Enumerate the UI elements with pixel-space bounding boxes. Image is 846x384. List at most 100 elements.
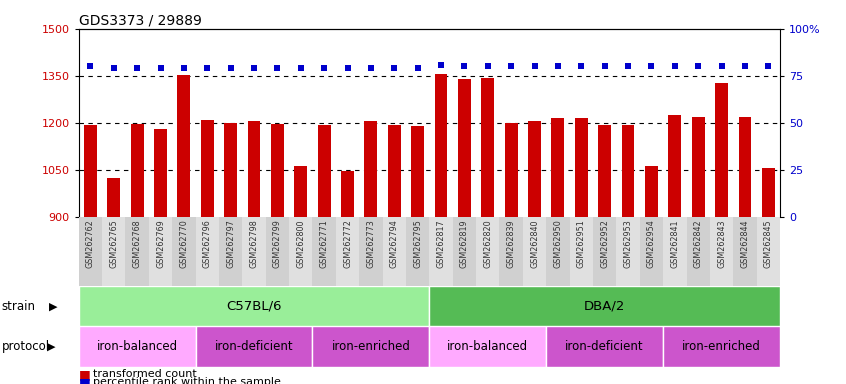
Text: ■: ■	[79, 376, 91, 384]
Bar	[640, 217, 663, 286]
Point	[645, 63, 658, 70]
Bar	[645, 166, 658, 217]
Bar	[429, 217, 453, 286]
Bar	[593, 217, 617, 286]
Point	[341, 65, 354, 71]
Bar	[125, 217, 149, 286]
Text: transformed count: transformed count	[93, 369, 197, 379]
Text: GSM262773: GSM262773	[366, 219, 376, 268]
Bar	[710, 217, 733, 286]
Bar	[435, 74, 448, 217]
Text: GSM262819: GSM262819	[460, 219, 469, 268]
Bar	[387, 126, 401, 217]
Bar	[523, 217, 547, 286]
Bar	[266, 217, 289, 286]
Text: GSM262845: GSM262845	[764, 219, 773, 268]
Text: GSM262770: GSM262770	[179, 219, 189, 268]
Text: ▶: ▶	[47, 341, 55, 352]
Bar	[622, 126, 634, 217]
Text: GSM262796: GSM262796	[203, 219, 212, 268]
Bar	[481, 78, 494, 217]
Bar	[242, 217, 266, 286]
Bar	[178, 75, 190, 217]
Text: GSM262765: GSM262765	[109, 219, 118, 268]
Text: GSM262772: GSM262772	[343, 219, 352, 268]
Bar	[102, 217, 125, 286]
Bar	[528, 121, 541, 217]
Text: GSM262839: GSM262839	[507, 219, 516, 268]
Text: GSM262768: GSM262768	[133, 219, 141, 268]
Text: GSM262951: GSM262951	[577, 219, 585, 268]
Point	[84, 63, 97, 70]
Text: GSM262820: GSM262820	[483, 219, 492, 268]
Bar	[663, 326, 780, 367]
Text: GSM262953: GSM262953	[624, 219, 633, 268]
Text: C57BL/6: C57BL/6	[226, 300, 282, 313]
Bar	[312, 217, 336, 286]
Bar	[130, 124, 144, 217]
Point	[621, 63, 634, 70]
Bar	[663, 217, 686, 286]
Text: strain: strain	[2, 300, 36, 313]
Bar	[505, 123, 518, 217]
Point	[201, 65, 214, 71]
Bar	[575, 118, 588, 217]
Bar	[79, 326, 195, 367]
Text: iron-enriched: iron-enriched	[682, 340, 761, 353]
Text: protocol: protocol	[2, 340, 50, 353]
Bar	[360, 217, 382, 286]
Text: iron-deficient: iron-deficient	[565, 340, 644, 353]
Point	[364, 65, 377, 71]
Point	[130, 65, 144, 71]
Point	[107, 65, 120, 71]
Bar	[547, 217, 569, 286]
Bar	[547, 326, 663, 367]
Point	[761, 63, 775, 70]
Text: GSM262800: GSM262800	[296, 219, 305, 268]
Bar	[733, 217, 756, 286]
Bar	[382, 217, 406, 286]
Point	[271, 65, 284, 71]
Point	[177, 65, 190, 71]
Text: GSM262843: GSM262843	[717, 219, 726, 268]
Bar	[411, 126, 424, 217]
Point	[387, 65, 401, 71]
Point	[574, 63, 588, 70]
Bar	[79, 217, 102, 286]
Bar	[692, 117, 705, 217]
Bar	[195, 326, 312, 367]
Text: DBA/2: DBA/2	[584, 300, 625, 313]
Point	[598, 63, 612, 70]
Point	[411, 65, 425, 71]
Bar	[569, 217, 593, 286]
Bar	[499, 217, 523, 286]
Text: GSM262950: GSM262950	[553, 219, 563, 268]
Point	[739, 63, 752, 70]
Point	[317, 65, 331, 71]
Bar	[224, 123, 237, 217]
Point	[154, 65, 168, 71]
Bar	[336, 217, 360, 286]
Bar	[598, 125, 611, 217]
Text: GSM262795: GSM262795	[413, 219, 422, 268]
Bar	[686, 217, 710, 286]
Bar	[79, 286, 429, 326]
Point	[668, 63, 682, 70]
Bar	[201, 120, 214, 217]
Point	[434, 61, 448, 68]
Text: GSM262842: GSM262842	[694, 219, 703, 268]
Text: GSM262840: GSM262840	[530, 219, 539, 268]
Bar	[195, 217, 219, 286]
Bar	[739, 117, 751, 217]
Bar	[756, 217, 780, 286]
Text: iron-deficient: iron-deficient	[215, 340, 294, 353]
Bar	[552, 118, 564, 217]
Point	[551, 63, 564, 70]
Bar	[107, 178, 120, 217]
Bar	[429, 286, 780, 326]
Bar	[149, 217, 173, 286]
Bar	[294, 166, 307, 217]
Bar	[715, 83, 728, 217]
Bar	[453, 217, 476, 286]
Text: GSM262794: GSM262794	[390, 219, 398, 268]
